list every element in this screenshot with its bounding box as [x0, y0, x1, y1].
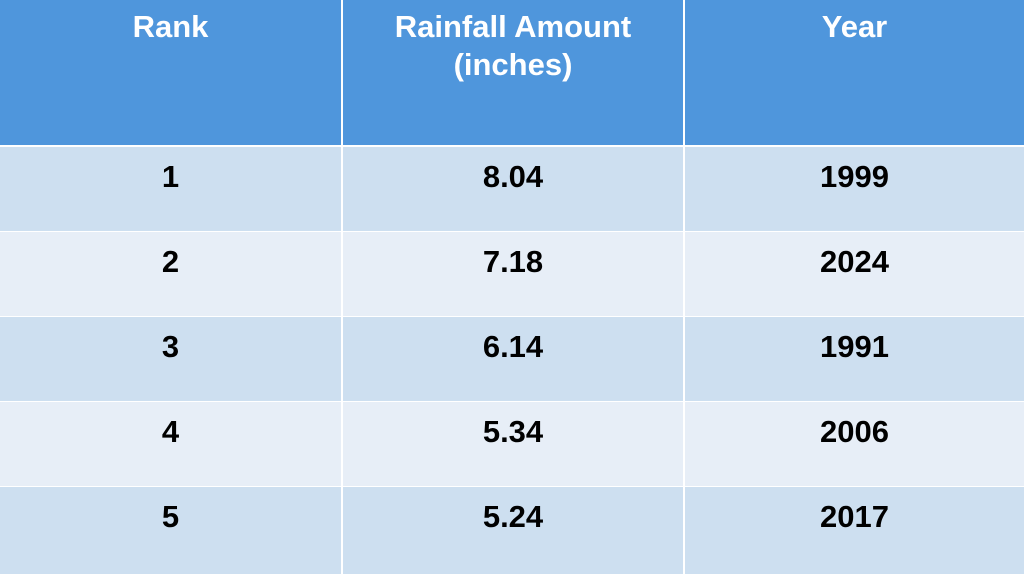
- table-row: 5 5.24 2017: [0, 487, 1024, 575]
- cell-rainfall: 8.04: [341, 147, 683, 231]
- table-row: 1 8.04 1999: [0, 147, 1024, 232]
- cell-year: 2024: [683, 232, 1024, 316]
- table-header-row: Rank Rainfall Amount (inches) Year: [0, 0, 1024, 147]
- cell-rainfall: 5.24: [341, 487, 683, 574]
- cell-rainfall: 5.34: [341, 402, 683, 486]
- header-rank-label: Rank: [132, 9, 209, 44]
- cell-rank: 1: [161, 159, 180, 194]
- cell-rank: 3: [161, 329, 180, 364]
- header-year-label: Year: [821, 9, 888, 44]
- header-rank: Rank: [0, 0, 341, 145]
- cell-year: 1999: [683, 147, 1024, 231]
- cell-year: 2006: [683, 402, 1024, 486]
- header-rainfall: Rainfall Amount (inches): [341, 0, 683, 145]
- cell-year: 1991: [683, 317, 1024, 401]
- cell-rank: 5: [161, 499, 180, 534]
- table-row: 2 7.18 2024: [0, 232, 1024, 317]
- cell-rainfall: 7.18: [341, 232, 683, 316]
- header-rainfall-line1: Rainfall Amount: [394, 9, 632, 44]
- header-rainfall-line2: (inches): [453, 47, 573, 82]
- table-row: 3 6.14 1991: [0, 317, 1024, 402]
- table-row: 4 5.34 2006: [0, 402, 1024, 487]
- cell-rank: 2: [161, 244, 180, 279]
- header-rainfall-label: Rainfall Amount (inches): [395, 8, 632, 84]
- cell-rainfall: 6.14: [341, 317, 683, 401]
- cell-year: 2017: [683, 487, 1024, 574]
- cell-rank: 4: [161, 414, 180, 449]
- header-year: Year: [683, 0, 1024, 145]
